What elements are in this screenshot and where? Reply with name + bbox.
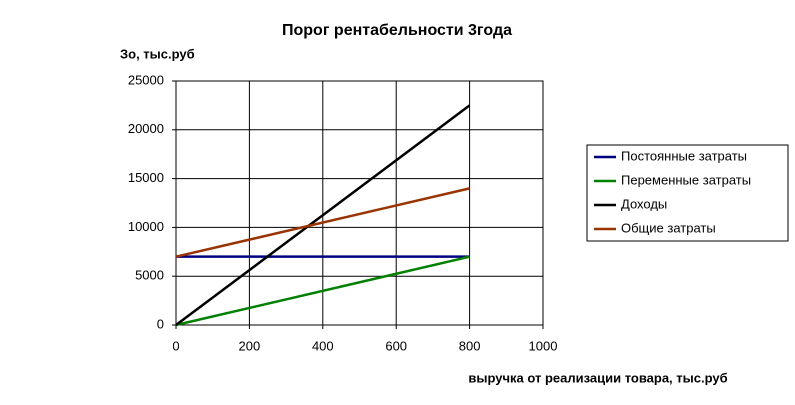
x-tick-label: 200 <box>239 338 261 353</box>
series-line <box>175 104 471 327</box>
y-tick-label: 25000 <box>128 72 164 87</box>
y-axis-label: Зо, тыс.руб <box>120 46 195 61</box>
x-tick-label: 0 <box>172 338 179 353</box>
series-line <box>175 255 470 327</box>
y-tick-label: 20000 <box>128 121 164 136</box>
legend-label: Переменные затраты <box>621 172 751 187</box>
legend-label: Общие затраты <box>621 220 716 235</box>
x-tick-label: 600 <box>385 338 407 353</box>
x-tick-label: 800 <box>459 338 481 353</box>
y-tick-label: 10000 <box>128 219 164 234</box>
chart-title: Порог рентабельности 3года <box>282 22 512 39</box>
y-tick-label: 15000 <box>128 170 164 185</box>
legend-box <box>586 144 789 242</box>
series-line <box>175 187 470 258</box>
legend-label: Постоянные затраты <box>621 148 747 163</box>
x-tick-label: 400 <box>312 338 334 353</box>
plot-area <box>175 80 544 326</box>
y-tick-label: 5000 <box>135 268 164 283</box>
x-tick-label: 1000 <box>529 338 558 353</box>
x-axis-label: выручка от реализации товара, тыс.руб <box>468 370 727 385</box>
y-tick-label: 0 <box>157 316 164 331</box>
legend-label: Доходы <box>621 196 667 211</box>
